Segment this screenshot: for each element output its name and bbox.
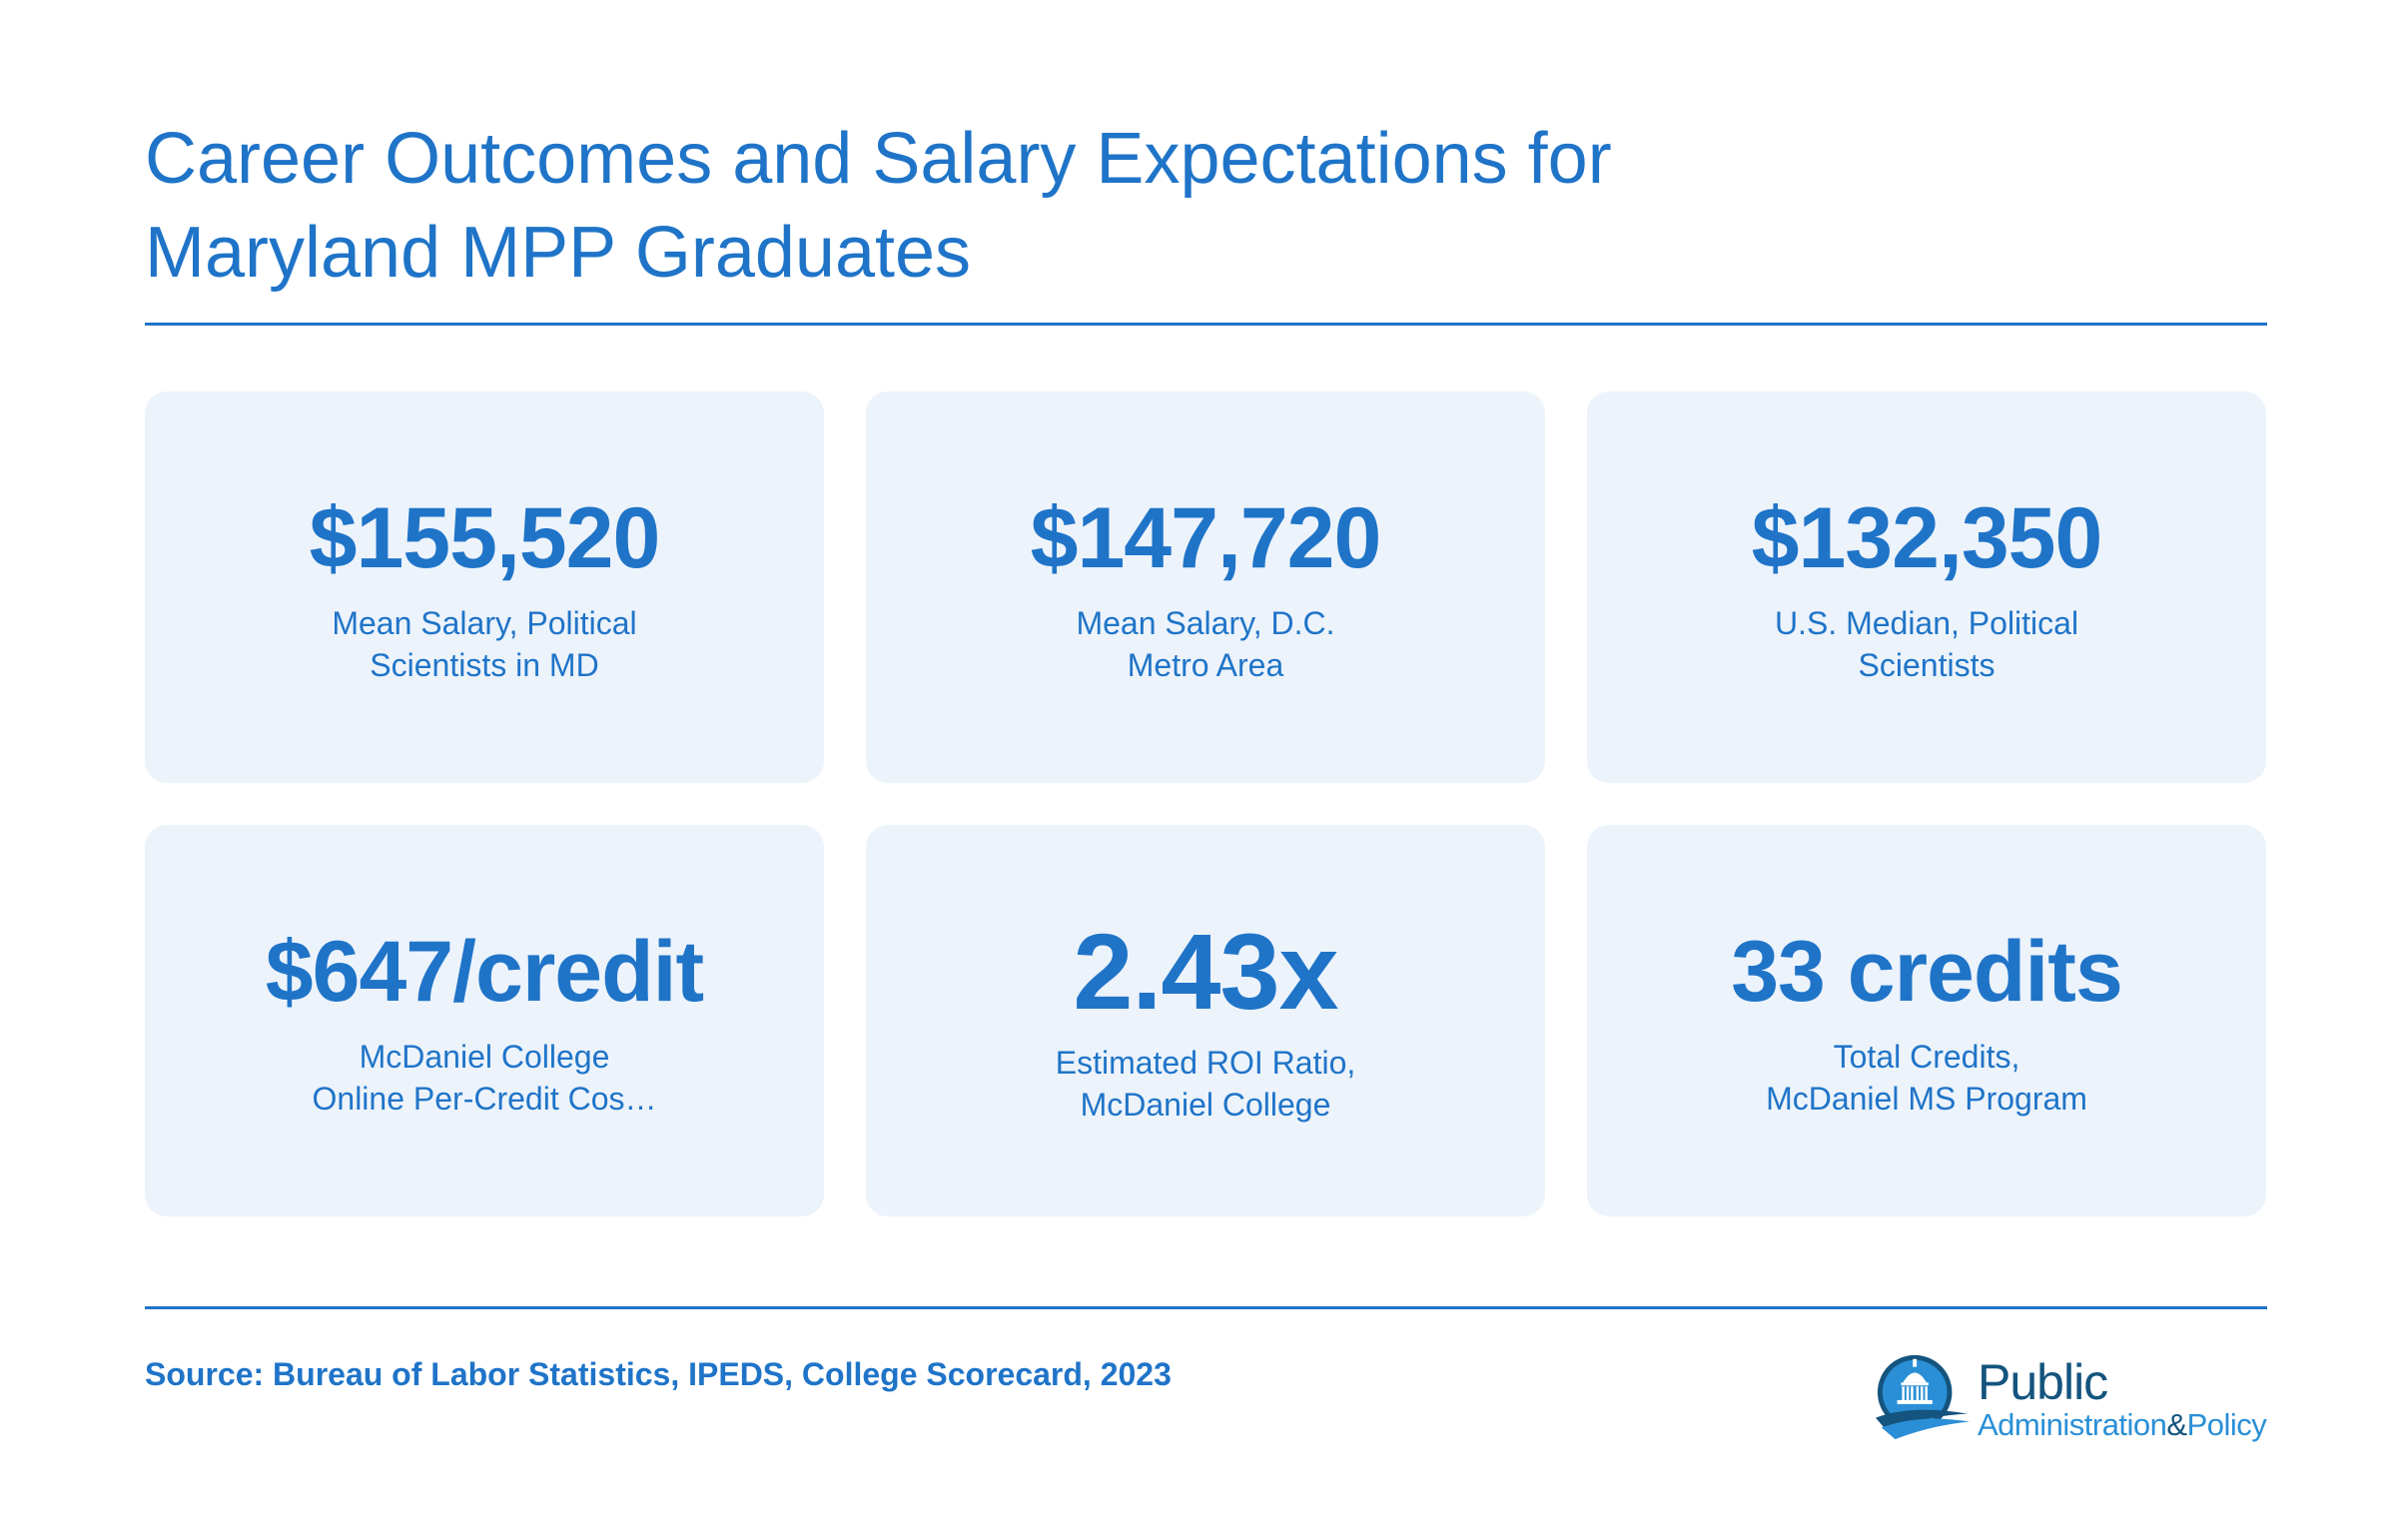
bottom-divider — [145, 1306, 2267, 1309]
stat-card-md-mean-salary: $155,520 Mean Salary, Political Scientis… — [145, 391, 824, 783]
stat-label: McDaniel College Online Per-Credit Cos… — [312, 1039, 657, 1117]
stat-value: $147,720 — [1030, 490, 1382, 586]
logo-line-public: Public — [1978, 1353, 2108, 1410]
page-title: Career Outcomes and Salary Expectations … — [145, 119, 1612, 293]
logo-line-subtitle: Administration&Policy — [1978, 1406, 2267, 1442]
capitol-dome-icon — [1875, 1354, 1971, 1440]
top-divider — [145, 323, 2267, 326]
stat-label: Estimated ROI Ratio, McDaniel College — [1055, 1045, 1356, 1123]
stat-card-dc-mean-salary: $147,720 Mean Salary, D.C. Metro Area — [866, 391, 1545, 783]
stat-card-us-median: $132,350 U.S. Median, Political Scientis… — [1587, 391, 2266, 783]
stat-label: Total Credits, McDaniel MS Program — [1766, 1039, 2087, 1117]
stat-label: Mean Salary, D.C. Metro Area — [1076, 605, 1335, 683]
brand-logo[interactable]: Public Administration&Policy — [1874, 1343, 2267, 1453]
logo-ampersand: & — [2166, 1406, 2187, 1442]
stat-label: Mean Salary, Political Scientists in MD — [332, 605, 637, 683]
stats-grid: $155,520 Mean Salary, Political Scientis… — [145, 391, 2267, 1216]
logo-word-administration: Administration — [1978, 1406, 2167, 1442]
stat-value: $647/credit — [265, 924, 704, 1020]
source-note: Source: Bureau of Labor Statistics, IPED… — [145, 1356, 1172, 1392]
stat-value: $132,350 — [1751, 490, 2103, 586]
stat-value: 2.43x — [1073, 911, 1338, 1032]
stat-label: U.S. Median, Political Scientists — [1774, 605, 2079, 683]
stat-card-total-credits: 33 credits Total Credits, McDaniel MS Pr… — [1587, 825, 2266, 1216]
stat-value: 33 credits — [1731, 924, 2123, 1020]
stat-card-per-credit-cost: $647/credit McDaniel College Online Per-… — [145, 825, 824, 1216]
logo-wordmark: Public Administration&Policy — [1978, 1353, 2267, 1442]
logo-word-policy: Policy — [2186, 1406, 2267, 1442]
stat-card-roi-ratio: 2.43x Estimated ROI Ratio, McDaniel Coll… — [866, 825, 1545, 1216]
stat-value: $155,520 — [309, 490, 661, 586]
